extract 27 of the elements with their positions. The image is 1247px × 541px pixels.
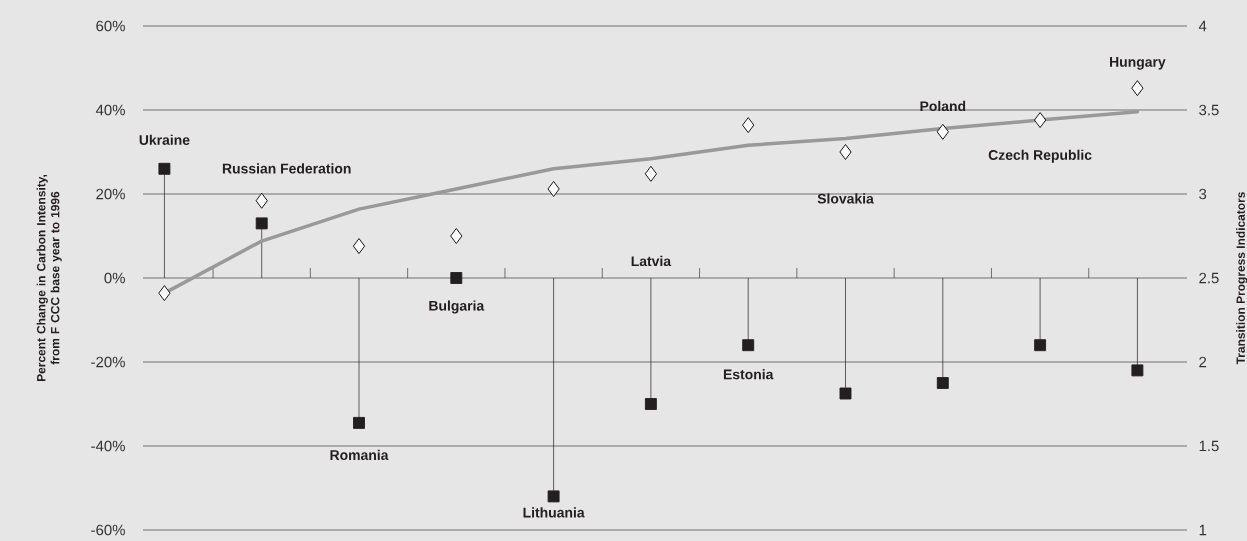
annotation: Bulgaria (429, 300, 485, 314)
annotation: Hungary (1110, 57, 1166, 70)
y-tick-label: -40% (91, 440, 125, 452)
annotation: Poland (920, 100, 966, 112)
y2-tick-label: 4 (1198, 20, 1207, 32)
annotation: Ukraine (139, 134, 190, 145)
y2-tick-label: 2.5 (1199, 272, 1219, 284)
annotation: Romania (330, 449, 389, 461)
y-tick-label: -20% (91, 356, 125, 368)
y-tick-label: 60% (96, 20, 125, 32)
y2-tick-label: 1 (1199, 524, 1207, 536)
y2-tick-label: 3 (1199, 188, 1207, 200)
annotation: Latvia (631, 255, 672, 267)
annotation: Russian Federation (222, 163, 351, 174)
y2-tick-label: 1.5 (1199, 440, 1219, 452)
y2-tick-label: 2 (1199, 356, 1207, 368)
y-tick-label: 0% (104, 272, 125, 284)
y-tick-label: 40% (95, 104, 125, 116)
y-axis-title: Percent Change in Carbon Intensity, from F CCC base year to 1996 (36, 174, 62, 382)
annotation: Slovakia (817, 193, 874, 204)
y2-tick-label: 3.5 (1199, 104, 1219, 116)
annotation: Czech Republic (988, 149, 1092, 163)
annotation: Lithuania (523, 507, 585, 518)
y-tick-label: 20% (96, 188, 125, 200)
y-tick-label: -60% (91, 524, 125, 536)
annotation: Estonia (723, 369, 774, 380)
y2-axis-title: Transition Progress Indicators (1236, 192, 1247, 365)
